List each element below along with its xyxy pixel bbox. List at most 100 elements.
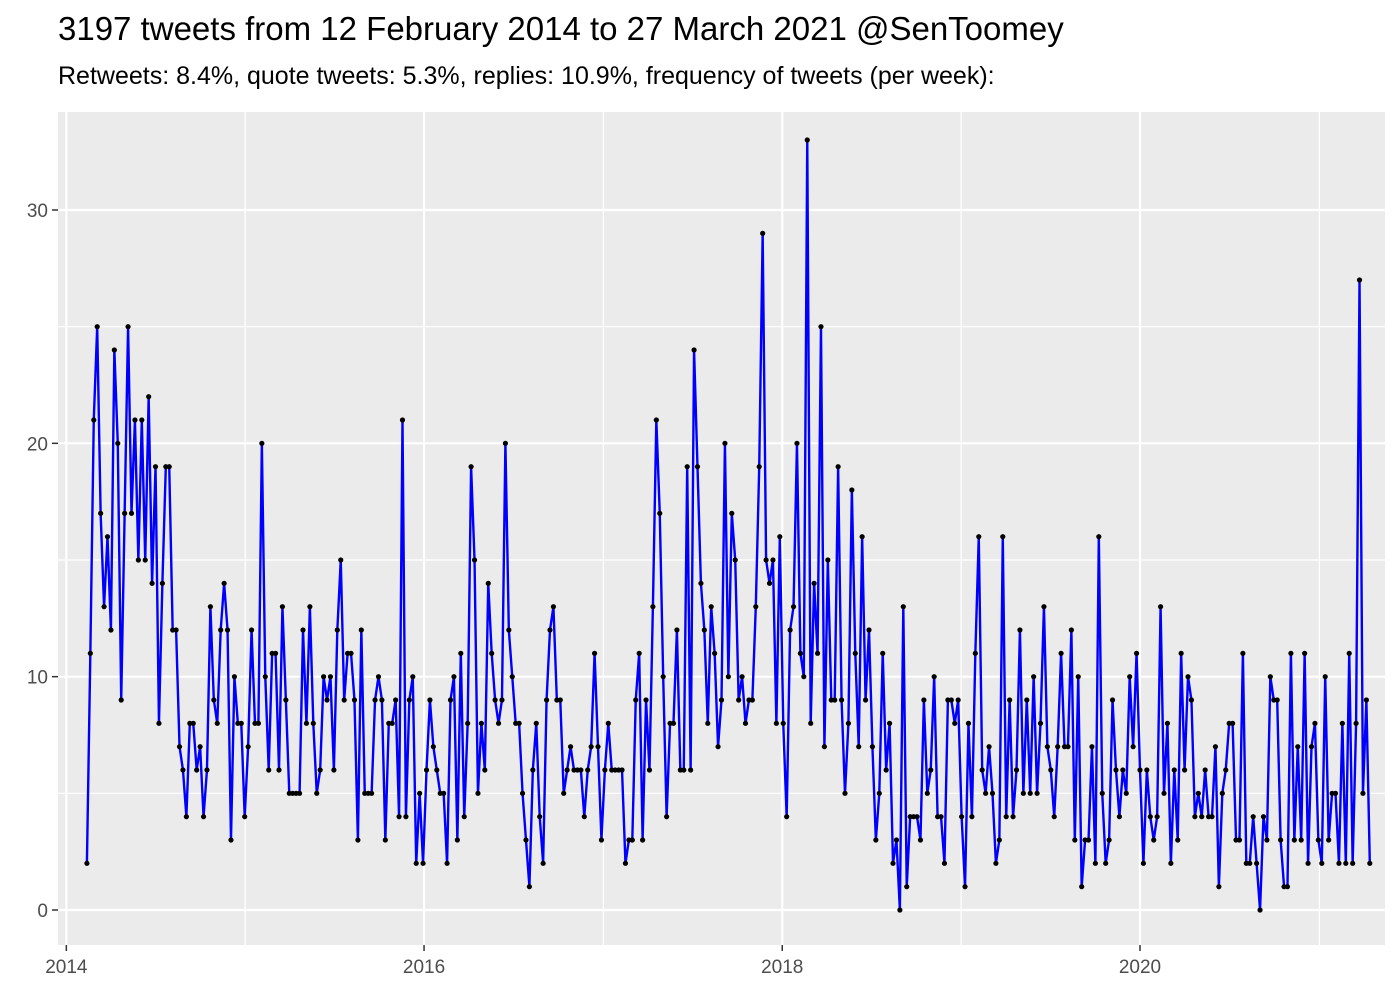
data-point	[156, 720, 162, 726]
data-point	[1308, 744, 1315, 750]
data-point	[924, 790, 930, 796]
data-point	[1336, 860, 1342, 866]
plot-panel	[58, 112, 1385, 945]
data-point	[245, 744, 251, 750]
data-point	[1247, 860, 1253, 866]
data-point	[591, 650, 598, 656]
data-point	[135, 557, 141, 563]
data-point	[1037, 720, 1044, 726]
data-point	[1099, 790, 1105, 796]
data-point	[818, 324, 824, 330]
data-point	[732, 557, 738, 563]
data-point	[1278, 837, 1284, 843]
data-point	[643, 697, 649, 703]
data-point	[1151, 837, 1157, 843]
data-point	[753, 604, 759, 610]
data-point	[317, 767, 323, 773]
y-tick-label: 10	[27, 668, 48, 689]
data-point	[849, 487, 855, 493]
data-point	[1260, 814, 1267, 820]
data-point	[876, 790, 882, 796]
data-point	[1353, 720, 1359, 726]
data-point	[1192, 814, 1198, 820]
data-point	[722, 440, 728, 446]
data-point	[1092, 860, 1098, 866]
data-point	[310, 720, 316, 726]
data-point	[1305, 860, 1311, 866]
data-point	[931, 674, 937, 680]
data-point	[441, 790, 447, 796]
data-point	[859, 534, 865, 540]
data-point	[832, 697, 838, 703]
data-point	[379, 697, 385, 703]
data-point	[605, 720, 611, 726]
data-point	[1236, 837, 1243, 843]
data-point	[279, 604, 286, 610]
data-point	[948, 697, 954, 703]
data-point	[770, 557, 776, 563]
data-point	[564, 767, 570, 773]
data-point	[633, 697, 639, 703]
data-point	[567, 744, 574, 750]
data-point	[211, 697, 217, 703]
data-point	[866, 627, 872, 633]
data-point	[228, 837, 234, 843]
data-point	[1250, 814, 1256, 820]
data-point	[691, 347, 697, 353]
data-point	[1175, 837, 1181, 843]
data-point	[965, 720, 972, 726]
data-point	[132, 417, 138, 423]
data-point	[1295, 744, 1301, 750]
data-point	[338, 557, 344, 563]
data-point	[492, 697, 498, 703]
data-point	[142, 557, 148, 563]
data-point	[262, 674, 268, 680]
axis-layer: 0 10 20 30 2014 2016 2018 2020	[27, 201, 1161, 978]
data-point	[427, 697, 433, 703]
data-point	[242, 814, 248, 820]
data-point	[1000, 534, 1006, 540]
data-point	[1291, 837, 1297, 843]
data-point	[1075, 674, 1081, 680]
data-point	[595, 744, 601, 750]
data-point	[825, 557, 831, 563]
data-point	[904, 884, 910, 890]
data-point	[646, 767, 653, 773]
data-point	[1267, 674, 1273, 680]
data-point	[873, 837, 879, 843]
data-point	[842, 790, 848, 796]
data-point	[1367, 860, 1373, 866]
data-point	[1055, 744, 1061, 750]
data-point	[986, 744, 992, 750]
data-point	[880, 650, 886, 656]
data-point	[811, 580, 817, 586]
data-point	[1315, 837, 1321, 843]
data-point	[790, 604, 797, 610]
data-point	[1288, 650, 1294, 656]
data-point	[845, 720, 852, 726]
data-point	[1339, 720, 1345, 726]
data-point	[1312, 720, 1318, 726]
data-point	[1120, 767, 1126, 773]
data-point	[502, 440, 508, 446]
data-point	[540, 860, 546, 866]
data-point	[423, 767, 430, 773]
data-point	[640, 837, 646, 843]
data-point	[1298, 837, 1304, 843]
data-point	[1209, 814, 1215, 820]
data-point	[358, 627, 364, 633]
data-point	[1284, 884, 1291, 890]
data-point	[701, 627, 707, 633]
data-point	[914, 814, 920, 820]
data-point	[128, 510, 135, 516]
data-point	[952, 720, 958, 726]
data-point	[108, 627, 114, 633]
data-point	[1240, 650, 1246, 656]
data-point	[976, 534, 982, 540]
data-point	[413, 860, 419, 866]
data-point	[139, 417, 145, 423]
data-point	[1332, 790, 1339, 796]
data-point	[543, 697, 550, 703]
data-point	[1274, 697, 1280, 703]
